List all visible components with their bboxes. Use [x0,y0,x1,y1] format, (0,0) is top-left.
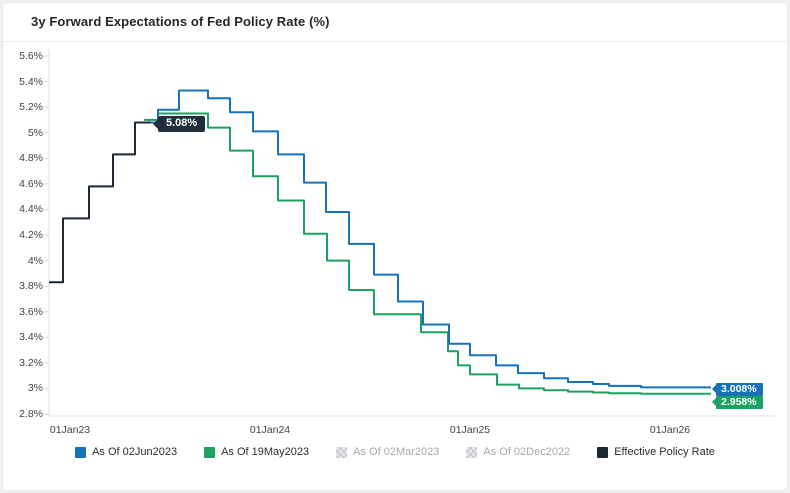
series-end-label-as-of-19may2023: 2.958% [712,395,763,409]
legend-item-as-of-02jun2023[interactable]: As Of 02Jun2023 [75,446,177,458]
series-end-label-as-of-02jun2023: 3.008% [712,382,763,396]
y-axis-tick-label: 5.6% [19,50,43,62]
y-axis-tick-label: 4% [27,254,43,267]
y-axis-tick-label: 4.2% [19,229,43,241]
legend-swatch-icon [336,446,348,458]
series-line-as-of-02jun2023 [151,89,711,389]
y-axis-tick-label: 3% [27,382,43,395]
x-axis-tick-label: 01Jan24 [249,424,291,436]
legend-item-label: As Of 02Jun2023 [92,446,178,458]
x-axis-tick-label: 01Jan23 [49,424,91,436]
chart-legend: As Of 02Jun2023 As Of 19May2023 As Of 02Ma… [3,442,787,462]
y-axis-tick-label: 5.2% [19,101,43,114]
legend-item-label: As Of 02Dec2022 [483,446,571,458]
legend-item-as-of-02mar2023[interactable]: As Of 02Mar2023 [336,446,439,458]
legend-swatch-icon [204,446,216,458]
y-axis-tick-label: 3.4% [19,331,43,344]
chart-title: 3y Forward Expectations of Fed Policy Ra… [31,14,330,29]
y-axis-tick-label: 3.6% [19,305,43,318]
y-axis-tick-label: 3.2% [19,356,43,369]
end-label-arrow-icon [712,385,716,394]
x-axis-tick-label: 01Jan26 [649,424,691,436]
y-axis-tick-label: 4.8% [19,152,43,165]
y-axis-tick-label: 5% [27,126,43,139]
y-axis-tick-label: 4.4% [19,203,43,216]
legend-swatch-icon [597,446,609,458]
legend-item-as-of-19may2023[interactable]: As Of 19May2023 [204,446,309,458]
legend-swatch-icon [75,446,87,458]
x-axis-tick-label: 01Jan25 [449,424,491,436]
series-line-effective-policy-rate [49,121,151,284]
chart-header: 3y Forward Expectations of Fed Policy Ra… [3,3,787,42]
legend-item-effective-policy-rate[interactable]: Effective Policy Rate [597,446,715,458]
tooltip-arrow-icon [153,118,158,129]
end-label-arrow-icon [712,398,716,407]
y-axis-tick-label: 2.8% [19,408,43,420]
legend-swatch-icon [466,446,478,458]
legend-item-label: As Of 19May2023 [221,446,310,458]
y-axis-tick-label: 5.4% [19,75,43,88]
series-line-as-of-19may2023 [144,112,711,395]
effective-rate-tooltip: 5.08% [153,115,206,132]
chart-area: 5.6% 5.4% 5.2% 5% 4.8% 4.6% 4.4% 4.2% 4% 3.8% 3.6%… [3,3,787,490]
y-axis-tick-label: 4.6% [19,177,43,190]
y-axis-tick-label: 3.8% [19,280,43,293]
legend-item-label: Effective Policy Rate [614,446,715,458]
legend-item-label: As Of 02Mar2023 [353,446,440,458]
legend-item-as-of-02dec2022[interactable]: As Of 02Dec2022 [466,446,570,458]
